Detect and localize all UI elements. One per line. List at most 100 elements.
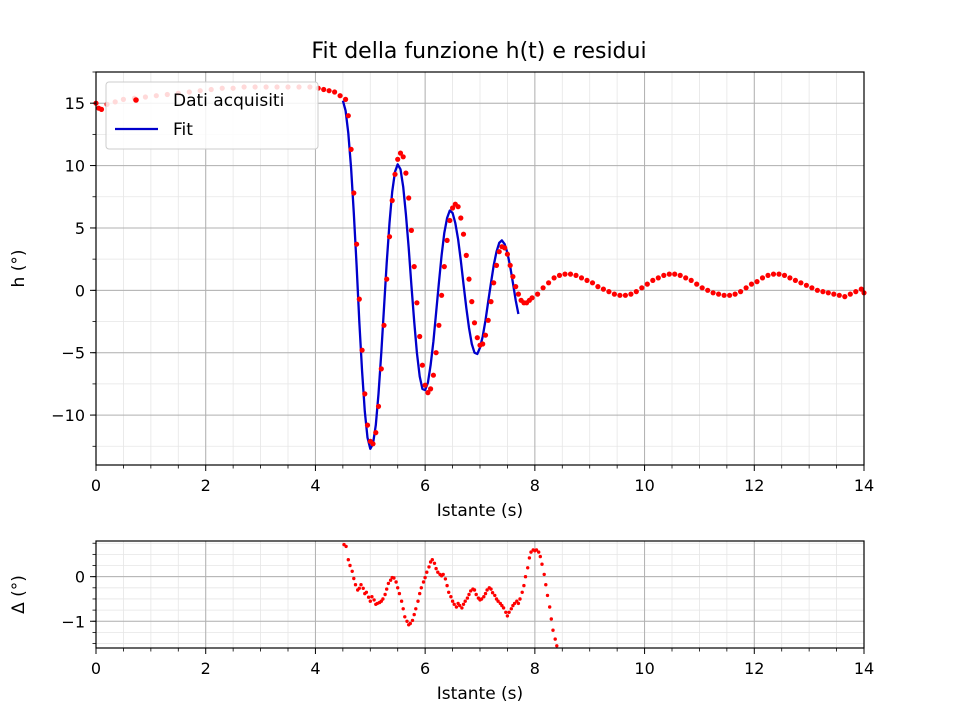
data-point	[348, 146, 354, 152]
data-point	[847, 291, 853, 297]
residual-point	[352, 576, 356, 581]
x-tick-label: 0	[91, 476, 101, 495]
data-point	[408, 227, 414, 233]
data-point	[562, 271, 568, 277]
residual-point	[405, 619, 409, 623]
data-point	[551, 275, 557, 281]
y-tick-label: −1	[61, 612, 85, 631]
residual-point	[548, 605, 552, 609]
residual-point	[551, 628, 555, 632]
residual-point	[416, 599, 420, 603]
data-point	[463, 252, 469, 258]
residual-point	[504, 610, 508, 614]
residual-point	[555, 644, 559, 648]
data-point	[354, 241, 360, 247]
data-point	[364, 422, 371, 428]
legend: Dati acquisiti Fit	[105, 81, 319, 150]
data-point	[414, 300, 420, 306]
data-point	[661, 272, 667, 278]
x-tick-label: 6	[420, 476, 430, 495]
data-point	[447, 217, 453, 224]
residual-point	[388, 578, 393, 582]
residual-point	[516, 601, 521, 606]
data-point	[716, 291, 722, 297]
residual-point	[460, 606, 464, 610]
residual-point	[509, 607, 513, 611]
main-x-axis-label: Istante (s)	[437, 501, 523, 521]
residual-point	[368, 599, 372, 603]
x-tick-label: 8	[530, 659, 540, 678]
data-point	[343, 96, 349, 102]
y-tick-label: 10	[65, 157, 85, 176]
data-point	[98, 106, 105, 112]
data-point	[458, 215, 464, 221]
residual-point	[512, 601, 517, 606]
residual-point	[450, 599, 455, 603]
data-point	[666, 271, 672, 277]
residual-point	[520, 590, 524, 594]
residual-point	[381, 597, 385, 601]
residual-point	[408, 621, 412, 626]
residual-point	[454, 605, 459, 609]
residual-point	[447, 590, 451, 594]
residual-point	[432, 561, 437, 565]
data-point	[622, 292, 629, 298]
data-point	[504, 251, 510, 257]
data-point	[439, 292, 445, 298]
data-point	[836, 292, 842, 298]
data-point	[507, 262, 513, 268]
x-tick-label: 8	[530, 476, 540, 495]
x-tick-label: 4	[310, 476, 320, 495]
residual-point	[392, 576, 396, 580]
data-point	[510, 274, 516, 280]
data-point	[655, 275, 661, 281]
data-point	[425, 390, 431, 396]
data-point	[546, 280, 552, 286]
data-point	[677, 272, 683, 278]
data-point	[754, 279, 760, 285]
data-point	[589, 280, 596, 286]
data-point	[450, 205, 456, 211]
data-point	[400, 154, 406, 160]
residual-point	[445, 583, 449, 588]
residual-point	[529, 550, 533, 554]
residual-point	[366, 595, 371, 599]
residual-point	[441, 572, 445, 577]
residual-point	[421, 580, 426, 584]
residual-point	[452, 602, 456, 606]
residual-point	[527, 556, 532, 560]
data-point	[436, 322, 442, 328]
data-point	[792, 277, 799, 283]
main-y-axis-label: h (°)	[9, 250, 29, 288]
data-point	[384, 276, 390, 282]
data-point	[639, 285, 645, 291]
residual-point	[372, 598, 376, 602]
data-point	[373, 430, 379, 436]
data-point	[732, 291, 738, 297]
data-point	[370, 441, 376, 447]
data-point	[474, 335, 480, 341]
residual-point	[489, 587, 493, 591]
data-point	[406, 195, 412, 201]
data-point	[359, 347, 365, 353]
residual-point	[458, 603, 462, 608]
x-tick-label: 10	[634, 659, 654, 678]
data-point	[430, 372, 436, 378]
data-point	[332, 89, 338, 95]
data-point	[798, 280, 804, 286]
data-point	[573, 272, 579, 278]
residual-point	[396, 586, 400, 590]
legend-label-fit: Fit	[173, 120, 193, 140]
residual-point	[419, 586, 423, 590]
residual-point	[403, 615, 407, 619]
residual-point	[370, 595, 374, 599]
data-point	[825, 290, 831, 296]
y-tick-label: 0	[75, 281, 85, 300]
x-tick-label: 2	[201, 659, 211, 678]
residual-point	[479, 597, 484, 601]
residual-ticks: 0 2 4 6 8 10 12 14 −1 0	[61, 542, 874, 678]
residual-point	[534, 548, 539, 552]
residual-point	[544, 583, 548, 587]
residual-point	[518, 597, 522, 601]
